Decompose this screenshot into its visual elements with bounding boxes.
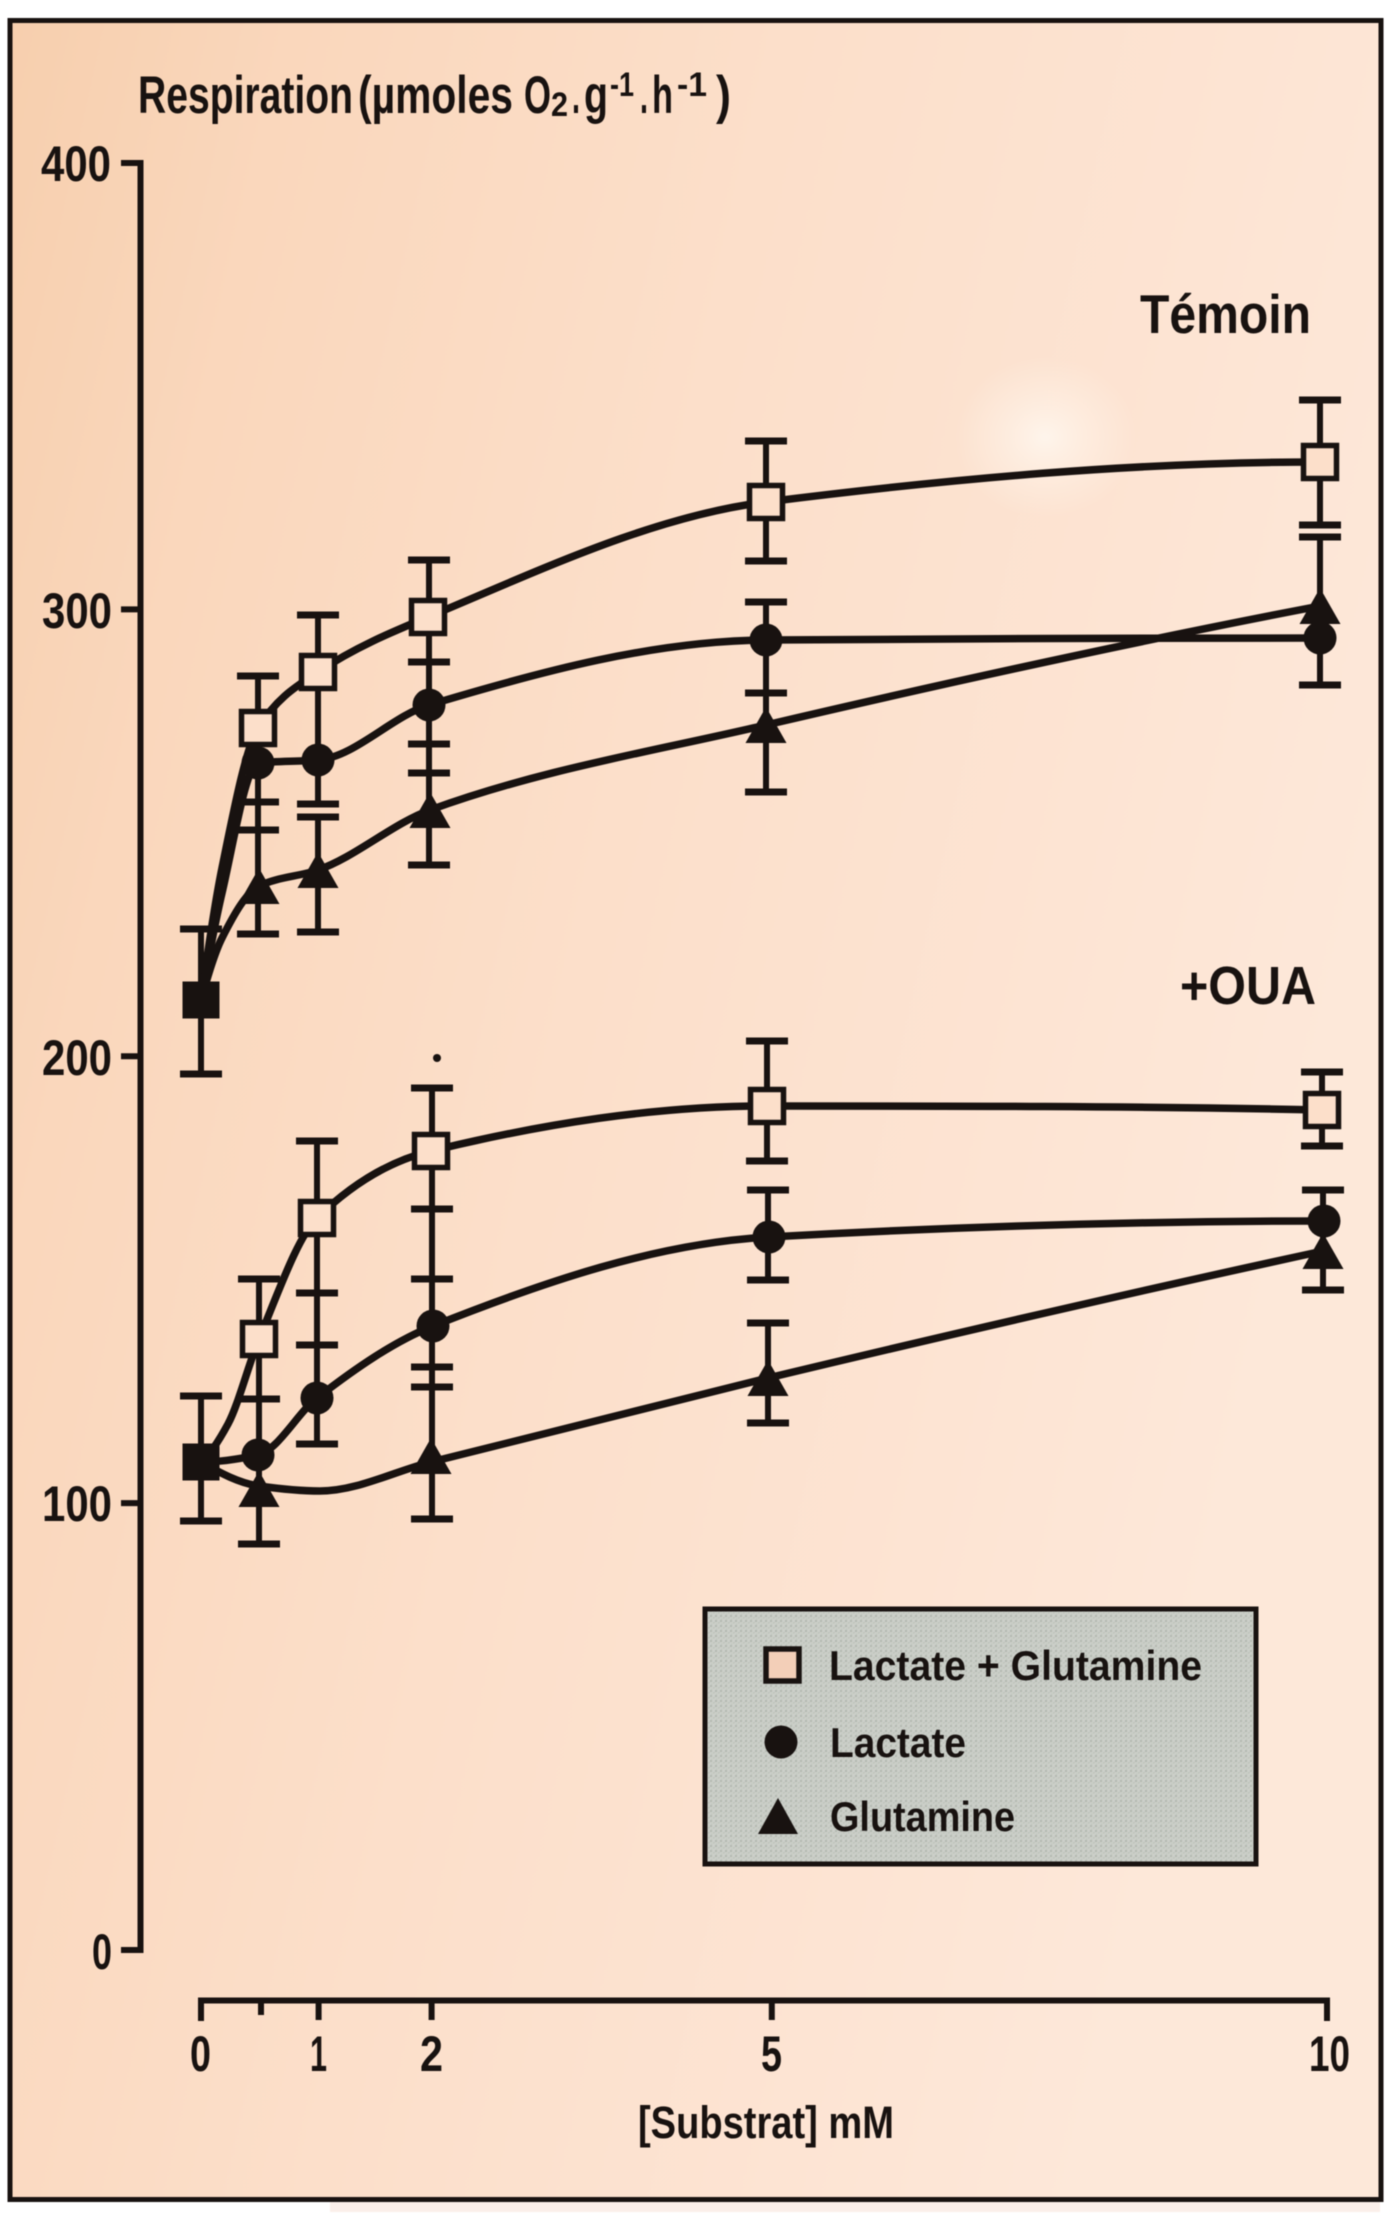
svg-text:(µmoles: (µmoles: [358, 66, 513, 125]
svg-text:100: 100: [42, 1476, 112, 1532]
svg-text:Glutamine: Glutamine: [830, 1793, 1015, 1840]
svg-text:2: 2: [420, 2026, 443, 2082]
svg-text:200: 200: [42, 1030, 112, 1086]
svg-text:300: 300: [42, 583, 112, 639]
svg-text:400: 400: [41, 136, 111, 192]
svg-text:0: 0: [92, 1924, 112, 1980]
svg-text:[Substrat] mM: [Substrat] mM: [638, 2097, 894, 2148]
svg-text:h: h: [652, 66, 673, 125]
svg-text:+OUA: +OUA: [1180, 956, 1316, 1016]
svg-text:Respiration: Respiration: [138, 66, 353, 125]
svg-text:): ): [716, 66, 731, 125]
svg-text:-1: -1: [610, 66, 634, 104]
svg-text:0: 0: [190, 2026, 211, 2082]
svg-text:Lactate + Glutamine: Lactate + Glutamine: [829, 1642, 1202, 1689]
svg-text:Témoin: Témoin: [1140, 283, 1311, 345]
svg-text:O: O: [524, 66, 551, 125]
svg-text:2: 2: [551, 86, 568, 124]
svg-text:.: .: [572, 66, 580, 125]
svg-text:.: .: [640, 66, 648, 125]
svg-text:1: 1: [310, 2026, 327, 2082]
svg-text:Lactate: Lactate: [830, 1719, 966, 1766]
svg-text:-1: -1: [677, 66, 707, 104]
svg-text:5: 5: [761, 2026, 782, 2082]
svg-text:10: 10: [1309, 2026, 1350, 2082]
svg-text:g: g: [584, 66, 608, 125]
